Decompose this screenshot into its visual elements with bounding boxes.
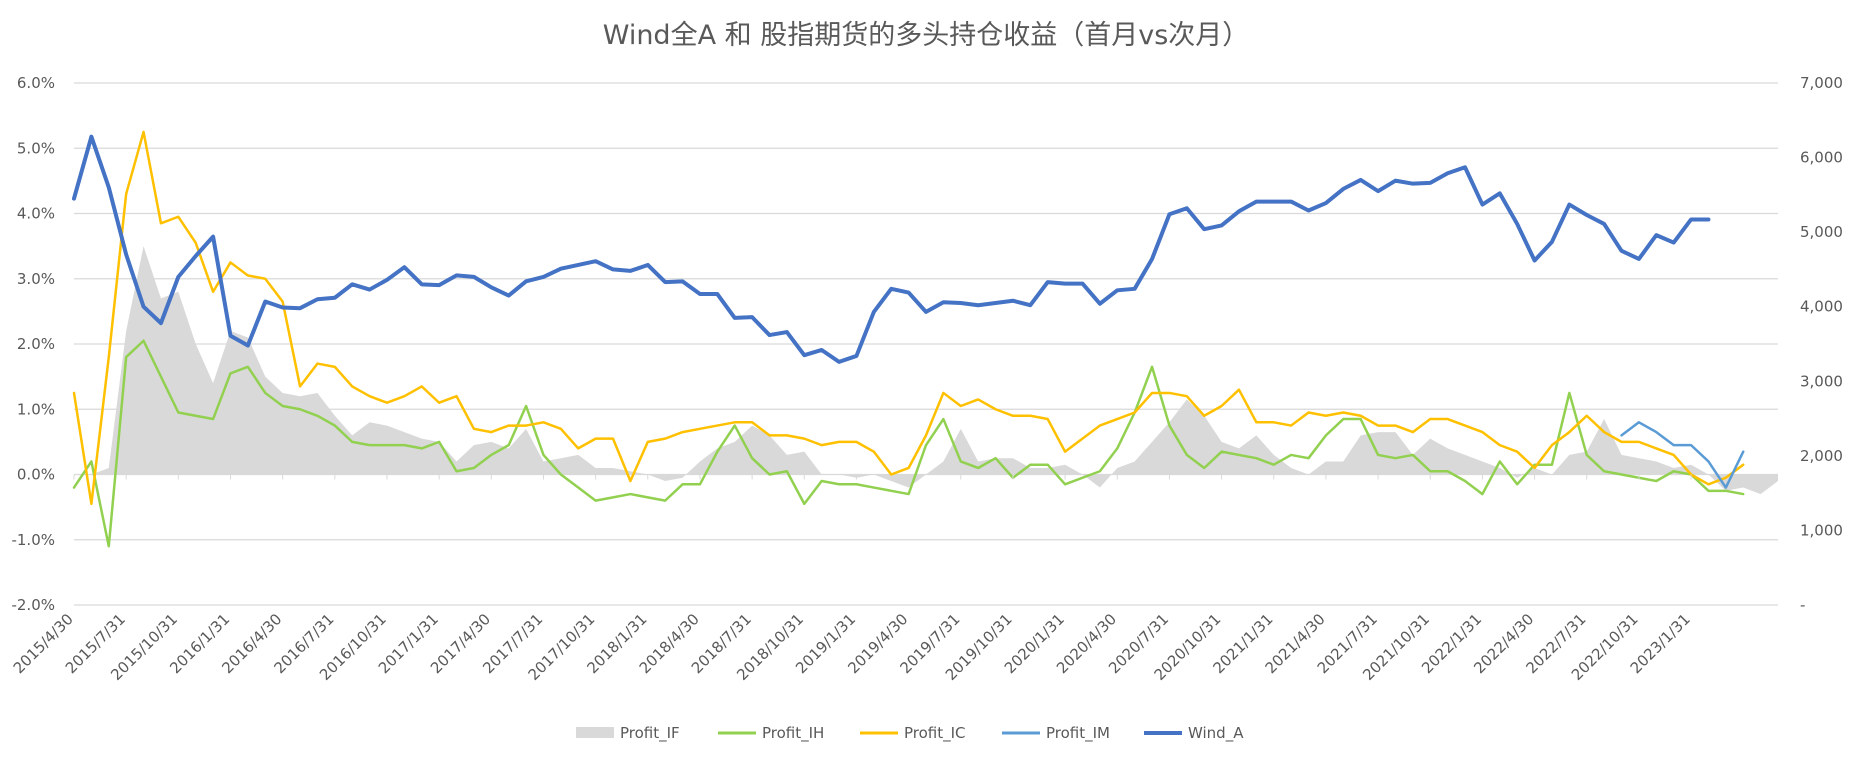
left-tick-label: 5.0%	[17, 139, 55, 157]
legend-label: Profit_IH	[762, 724, 824, 743]
right-tick-label: 1,000	[1800, 521, 1843, 539]
chart-title: Wind全A 和 股指期货的多头持仓收益（首月vs次月）	[603, 20, 1250, 51]
left-tick-label: 3.0%	[17, 270, 55, 288]
right-tick-label: -	[1800, 596, 1805, 614]
right-tick-label: 4,000	[1800, 298, 1843, 316]
legend-label: Profit_IF	[620, 724, 680, 743]
left-tick-label: -2.0%	[11, 596, 55, 614]
right-tick-label: 3,000	[1800, 372, 1843, 390]
legend-label: Profit_IC	[904, 724, 966, 743]
line-series-layer	[72, 130, 1745, 548]
left-axis-ticks: -2.0% -1.0% 0.0% 1.0% 2.0% 3.0% 4.0% 5.0% 6.0%	[11, 74, 55, 614]
left-tick-label: 6.0%	[17, 74, 55, 92]
right-tick-label: 6,000	[1800, 149, 1843, 167]
legend-item-profit-if: Profit_IF	[576, 724, 680, 743]
legend-item-profit-im: Profit_IM	[1002, 724, 1110, 743]
left-tick-label: 2.0%	[17, 335, 55, 353]
x-axis-ticks: 2015/4/302015/7/312015/10/312016/1/31201…	[10, 474, 1694, 684]
area-series-layer	[74, 246, 1778, 495]
series-profit-ic-line	[72, 130, 1745, 506]
legend-swatch	[576, 727, 614, 738]
grid-lines	[74, 82, 1778, 606]
series-profit-ih-line	[72, 339, 1745, 548]
legend-item-wind-a: Wind_A	[1144, 724, 1244, 743]
left-tick-label: 1.0%	[17, 400, 55, 418]
legend-item-profit-ic: Profit_IC	[860, 724, 966, 743]
legend-item-profit-ih: Profit_IH	[718, 724, 824, 743]
right-tick-label: 7,000	[1800, 74, 1843, 92]
right-tick-label: 2,000	[1800, 447, 1843, 465]
series-profit-if-area	[74, 246, 1778, 495]
legend: Profit_IF Profit_IH Profit_IC Profit_IM Wind…	[576, 724, 1244, 743]
left-tick-label: 0.0%	[17, 466, 55, 484]
left-tick-label: 4.0%	[17, 205, 55, 223]
left-tick-label: -1.0%	[11, 531, 55, 549]
legend-label: Wind_A	[1188, 724, 1244, 743]
series-profit-im-line	[1620, 421, 1745, 489]
series-wind-a-line	[72, 134, 1711, 364]
legend-label: Profit_IM	[1046, 724, 1110, 743]
right-axis-ticks: - 1,000 2,000 3,000 4,000 5,000 6,000 7,000	[1800, 74, 1843, 614]
right-tick-label: 5,000	[1800, 223, 1843, 241]
